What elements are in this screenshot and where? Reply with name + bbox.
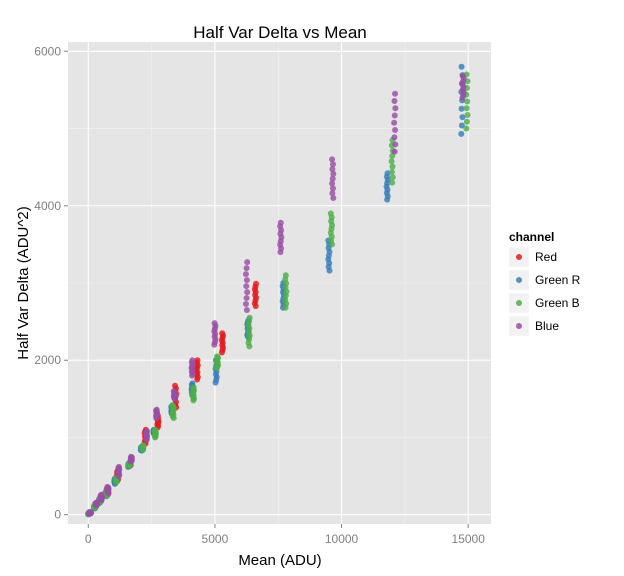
data-point-green-b [389,163,396,170]
data-point-green-b [140,442,147,449]
y-axis-ticks: 0 2000 4000 6000 [34,44,68,522]
data-points [85,63,471,518]
data-point-green-r [459,114,466,121]
data-point-green-b [389,153,396,160]
data-point-blue [391,112,398,119]
data-point-green-b [282,272,289,279]
data-point-blue [391,134,398,141]
data-point-blue [459,72,466,79]
data-point-blue [128,453,135,460]
x-tick-label: 15000 [452,532,486,546]
data-point-blue [391,119,398,126]
data-point-green-b [464,112,471,118]
y-tick-label: 0 [54,508,61,522]
data-point-blue [243,283,250,290]
data-point-green-r [458,105,465,112]
data-point-blue [243,277,250,284]
data-point-green-r [458,122,465,129]
y-tick-label: 2000 [34,353,61,367]
data-point-blue [243,295,250,302]
legend: channel Red Green R Green B Blue [508,230,581,337]
data-point-blue [392,141,399,148]
x-tick-label: 5000 [202,532,229,546]
data-point-green-b [246,314,253,321]
data-point-red [194,357,201,364]
minor-gridlines [68,42,491,524]
chart-title: Half Var Delta vs Mean [193,23,367,42]
data-point-green-b [463,118,470,125]
data-point-blue [391,148,398,155]
legend-label-red: Red [535,250,557,264]
major-gridlines [68,42,491,524]
data-point-blue [104,483,111,490]
data-point-green-b [463,125,470,132]
data-point-green-b [464,98,471,105]
legend-swatch-green-r [516,277,522,283]
data-point-blue [211,320,218,327]
x-axis-title: Mean (ADU) [238,552,321,569]
data-point-green-b [389,174,396,181]
x-axis-ticks: 0 5000 10000 15000 [85,524,485,546]
data-point-blue [86,509,93,516]
data-point-blue [244,259,251,266]
data-point-blue [243,307,250,314]
data-point-green-b [152,426,159,433]
data-point-green-r [458,63,465,70]
data-point-green-b [169,402,176,409]
data-point-blue [330,195,337,202]
data-point-green-b [389,179,396,186]
data-point-blue [392,105,399,112]
data-point-red [172,382,179,389]
legend-label-green-r: Green R [535,273,581,287]
data-point-blue [329,180,336,187]
data-point-green-b [214,353,221,360]
y-tick-label: 4000 [34,199,61,213]
data-point-blue [243,265,250,272]
data-point-blue [329,175,336,182]
data-point-blue [115,463,122,470]
x-tick-label: 10000 [325,532,359,546]
data-point-blue [98,491,105,498]
data-point-green-b [327,210,334,217]
data-point-blue [144,428,151,435]
data-point-red [253,280,260,287]
data-point-green-b [463,105,470,112]
data-point-blue [242,301,249,308]
data-point-blue [391,97,398,104]
x-tick-label: 0 [85,532,92,546]
legend-swatch-blue [516,323,522,329]
data-point-blue [330,185,336,192]
data-point-green-b [388,168,395,175]
data-point-blue [330,161,336,168]
data-point-blue [392,90,399,97]
data-point-blue [392,126,399,133]
legend-swatch-green-b [516,300,522,306]
data-point-blue [329,156,336,163]
data-point-blue [242,271,249,278]
data-point-blue [244,289,251,296]
data-point-green-r [458,130,465,137]
data-point-green-b [388,158,395,165]
data-point-blue [189,357,196,364]
legend-swatch-red [516,254,522,260]
data-point-green-b [190,384,197,391]
legend-label-green-b: Green B [535,296,580,310]
data-point-blue [277,219,284,226]
data-point-blue [170,388,177,395]
data-point-red [219,330,226,337]
data-point-blue [330,170,337,177]
y-axis-title: Half Var Delta (ADU^2) [15,206,32,359]
y-tick-label: 6000 [34,44,61,58]
legend-title: channel [509,230,554,244]
legend-label-blue: Blue [535,319,559,333]
data-point-blue [329,190,336,197]
data-point-blue [329,166,336,173]
data-point-blue [153,406,160,413]
